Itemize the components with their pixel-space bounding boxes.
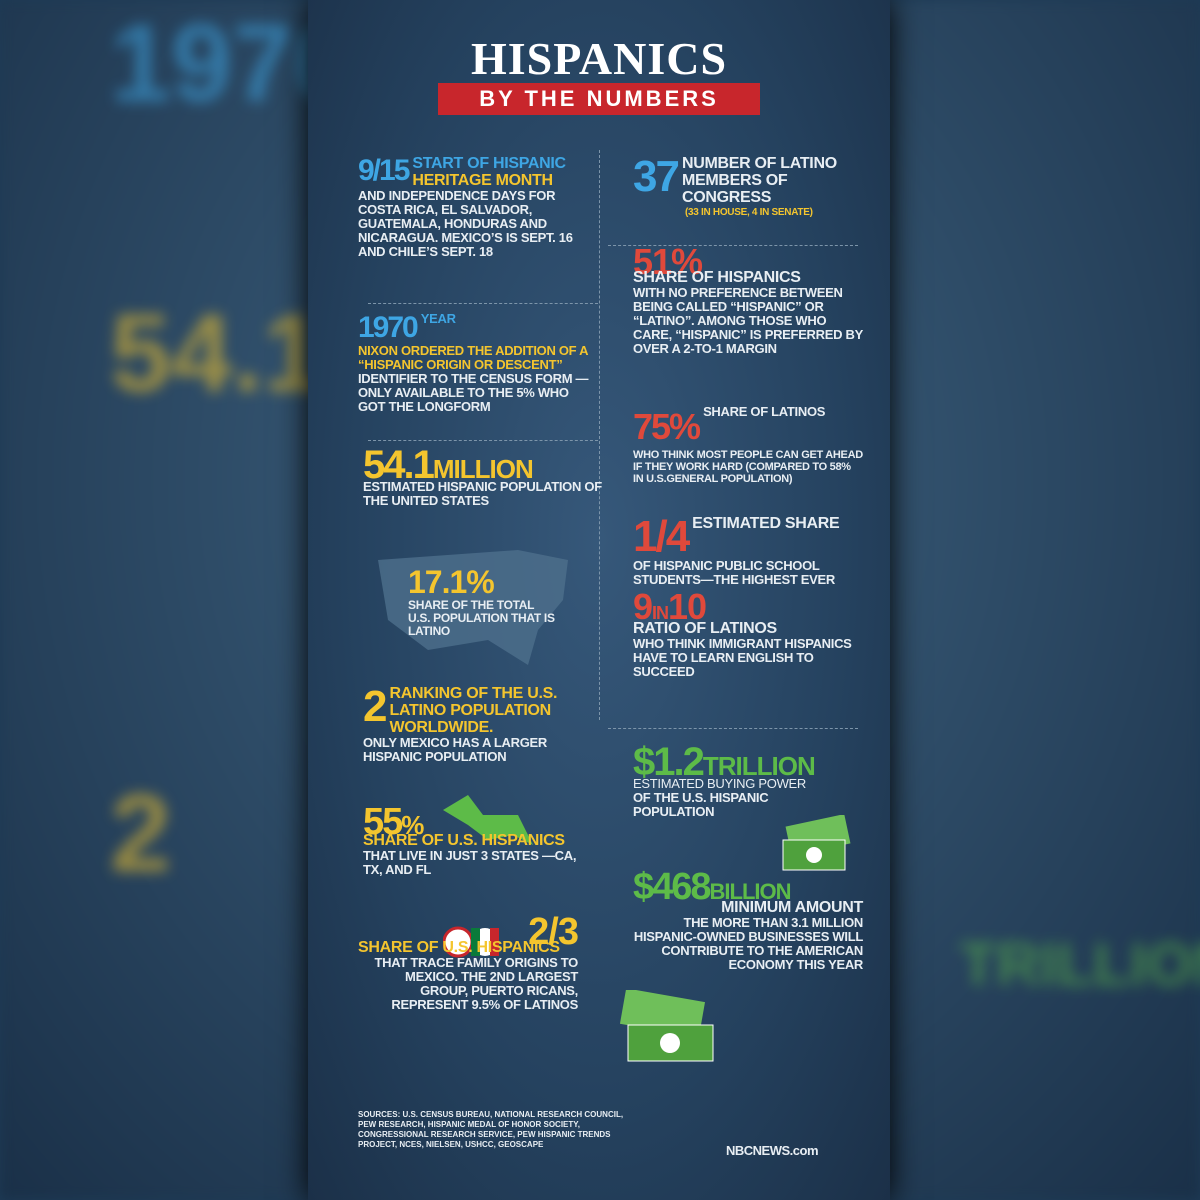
body: OF HISPANIC PUBLIC SCHOOL STUDENTS—THE H… [633, 558, 835, 587]
bg-blur: 54.1 [110, 292, 325, 415]
lead: NUMBER OF LATINO MEMBERS OF CONGRESS [681, 155, 837, 206]
stat: 2/3 [528, 911, 579, 953]
body: IDENTIFIER TO THE CENSUS FORM —ONLY AVAI… [358, 371, 589, 414]
stat-item: 37 NUMBER OF LATINO MEMBERS OF CONGRESS … [633, 155, 873, 220]
body: THE MORE THAN 3.1 MILLION HISPANIC-OWNED… [633, 915, 863, 972]
subtitle: BY THE NUMBERS [438, 83, 760, 115]
note: (33 IN HOUSE, 4 IN SENATE) [685, 207, 813, 218]
stat-item: 9IN10 RATIO OF LATINOS WHO THINK IMMIGRA… [633, 589, 863, 679]
body: WITH NO PREFERENCE BETWEEN BEING CALLED … [633, 285, 863, 356]
divider [599, 150, 600, 720]
stat: 2 [363, 682, 388, 731]
unit: MILLION [432, 454, 534, 484]
divider [368, 440, 598, 441]
bg-blur: 2 [110, 772, 172, 895]
stat-item: 2 RANKING OF THE U.S. LATINO POPULATION … [363, 685, 593, 764]
stat-item: 2/3 SHARE OF U.S. HISPANICS THAT TRACE F… [358, 911, 579, 1012]
stat: 10 [668, 586, 707, 627]
lead: ESTIMATED SHARE [692, 515, 840, 532]
stat-item: 1970 YEAR NIXON ORDERED THE ADDITION OF … [358, 312, 598, 414]
stat-item: $468BILLION MINIMUM AMOUNT THE MORE THAN… [633, 868, 863, 972]
stat: $468 [633, 866, 712, 908]
unit: TRILLION [702, 751, 816, 781]
stat-item: 17.1% SHARE OF THE TOTAL U.S. POPULATION… [408, 565, 558, 638]
stat: 1970 [358, 311, 419, 344]
lead: RATIO OF LATINOS [633, 620, 777, 637]
bg-blur: TRILLION [960, 931, 1200, 998]
stat-item: 55% SHARE OF U.S. HISPANICS THAT LIVE IN… [363, 803, 593, 877]
lead: OF THE U.S. HISPANIC POPULATION [633, 790, 769, 819]
body: ESTIMATED HISPANIC POPULATION OF THE UNI… [363, 479, 602, 508]
infographic: HISPANICS BY THE NUMBERS 9/15 START OF H… [308, 0, 890, 1200]
highlight: NIXON ORDERED THE ADDITION OF A “HISPANI… [358, 343, 588, 372]
stat: 37 [633, 152, 680, 201]
highlight: HERITAGE MONTH [412, 172, 553, 189]
stat-item: 1/4 ESTIMATED SHARE OF HISPANIC PUBLIC S… [633, 515, 863, 587]
stat-item: 54.1MILLION ESTIMATED HISPANIC POPULATIO… [363, 445, 603, 508]
lead: SHARE OF LATINOS [703, 404, 826, 419]
body: AND INDEPENDENCE DAYS FOR COSTA RICA, EL… [358, 188, 573, 259]
lead: YEAR [420, 311, 456, 326]
stat: $1.2 [633, 740, 705, 784]
unit: BILLION [709, 879, 792, 904]
divider [608, 728, 858, 729]
stat: 55 [363, 801, 403, 843]
stat: 17.1% [408, 564, 495, 600]
body: WHO THINK MOST PEOPLE CAN GET AHEAD IF T… [633, 449, 863, 485]
stat: 1/4 [633, 512, 690, 561]
lead: SHARE OF U.S. HISPANICS [358, 939, 560, 956]
stat: 9 [633, 586, 653, 627]
lead: START OF HISPANIC [412, 155, 566, 172]
stat-item: $1.2TRILLION ESTIMATED BUYING POWER OF T… [633, 742, 873, 819]
body: THAT TRACE FAMILY ORIGINS TO MEXICO. THE… [374, 955, 579, 1012]
stat: 75% [633, 406, 701, 447]
lead: MINIMUM AMOUNT [721, 899, 863, 916]
money-icon [619, 990, 714, 1062]
body: SHARE OF THE TOTAL U.S. POPULATION THAT … [408, 598, 555, 638]
stat: 54.1 [363, 443, 435, 487]
us-map [378, 550, 568, 665]
divider [368, 303, 598, 304]
body: WHO THINK IMMIGRANT HISPANICS HAVE TO LE… [633, 636, 852, 679]
divider [608, 245, 858, 246]
stat-item: 9/15 START OF HISPANIC HERITAGE MONTH AN… [358, 155, 598, 259]
body: ESTIMATED BUYING POWER [633, 776, 807, 791]
flags [443, 926, 499, 958]
body: THAT LIVE IN JUST 3 STATES —CA, TX, AND … [363, 848, 577, 877]
stat: 9/15 [358, 154, 410, 187]
lead: SHARE OF U.S. HISPANICS [363, 832, 565, 849]
sources: SOURCES: U.S. CENSUS BUREAU, NATIONAL RE… [358, 1110, 624, 1149]
lead: SHARE OF HISPANICS [633, 269, 801, 286]
states-map [443, 795, 533, 845]
stat: 51% [633, 241, 703, 282]
stat-item: 75% SHARE OF LATINOS WHO THINK MOST PEOP… [633, 404, 863, 486]
title: HISPANICS [470, 33, 728, 84]
unit: % [401, 810, 424, 840]
stat-item: 51% SHARE OF HISPANICS WITH NO PREFERENC… [633, 241, 863, 356]
money-icon [782, 815, 851, 871]
logo: NBCNEWS.com [726, 1143, 819, 1158]
unit: IN [652, 603, 669, 623]
lead: RANKING OF THE U.S. LATINO POPULATION WO… [389, 685, 558, 736]
body: ONLY MEXICO HAS A LARGER HISPANIC POPULA… [363, 735, 547, 764]
